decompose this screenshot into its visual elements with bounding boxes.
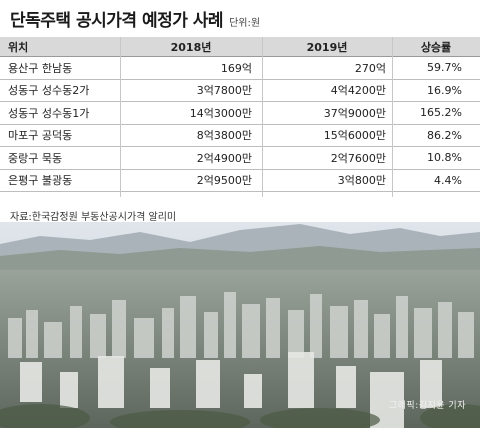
cell-2018: 14억3000만 [189, 106, 252, 120]
cell-location: 중랑구 묵동 [8, 151, 63, 165]
cell-2019: 37억9000만 [323, 106, 386, 120]
city-skyline-photo [0, 222, 480, 428]
table-row: 은평구 불광동 2억9500만 3억800만 4.4% [0, 170, 480, 192]
source-note: 자료:한국감정원 부동산공시가격 알리미 [10, 212, 177, 223]
cell-2019: 15억6000만 [323, 129, 386, 143]
column-header-rate: 상승률 [420, 40, 452, 54]
cell-2019: 2억7600만 [330, 151, 386, 165]
header: 단독주택 공시가격 예정가 사례 단위:원 [10, 6, 260, 32]
table-row: 중랑구 묵동 2억4900만 2억7600만 10.8% [0, 147, 480, 170]
cell-rate: 86.2% [427, 128, 462, 142]
table-row: 성동구 성수동2가 3억7800만 4억4200만 16.9% [0, 80, 480, 102]
column-header-2019: 2019년 [306, 40, 348, 54]
cell-2018: 2억9500만 [196, 174, 252, 188]
unit-label: 단위:원 [229, 18, 261, 29]
cell-location: 마포구 공덕동 [8, 129, 73, 143]
column-header-2018: 2018년 [170, 40, 212, 54]
column-divider [262, 37, 263, 197]
price-table: 위치 2018년 2019년 상승률 용산구 한남동 169억 270억 59.… [0, 37, 480, 192]
cell-rate: 4.4% [434, 173, 462, 187]
table-header-row: 위치 2018년 2019년 상승률 [0, 37, 480, 57]
city-skyline-image [0, 222, 480, 428]
cell-location: 은평구 불광동 [8, 174, 73, 188]
table-row: 마포구 공덕동 8억3800만 15억6000만 86.2% [0, 125, 480, 147]
cell-2019: 3억800만 [337, 174, 386, 188]
cell-location: 용산구 한남동 [8, 61, 73, 75]
column-header-location: 위치 [8, 40, 29, 54]
cell-2018: 3억7800만 [196, 84, 252, 98]
cell-2018: 2억4900만 [196, 151, 252, 165]
cell-2019: 4억4200만 [330, 84, 386, 98]
page-title: 단독주택 공시가격 예정가 사례 [10, 11, 224, 31]
cell-2019: 270억 [354, 61, 386, 75]
cell-2018: 8억3800만 [196, 129, 252, 143]
cell-location: 성동구 성수동2가 [8, 84, 90, 98]
cell-rate: 10.8% [427, 151, 462, 165]
cell-rate: 16.9% [427, 83, 462, 97]
table-row: 용산구 한남동 169억 270억 59.7% [0, 57, 480, 80]
cell-location: 성동구 성수동1가 [8, 106, 90, 120]
column-divider [120, 37, 121, 197]
cell-2018: 169억 [220, 61, 252, 75]
table-row: 성동구 성수동1가 14억3000만 37억9000만 165.2% [0, 102, 480, 125]
photo-credit: 그래픽:김지윤 기자 [388, 401, 466, 411]
cell-rate: 59.7% [427, 61, 462, 75]
column-divider [392, 37, 393, 197]
cell-rate: 165.2% [420, 106, 462, 120]
